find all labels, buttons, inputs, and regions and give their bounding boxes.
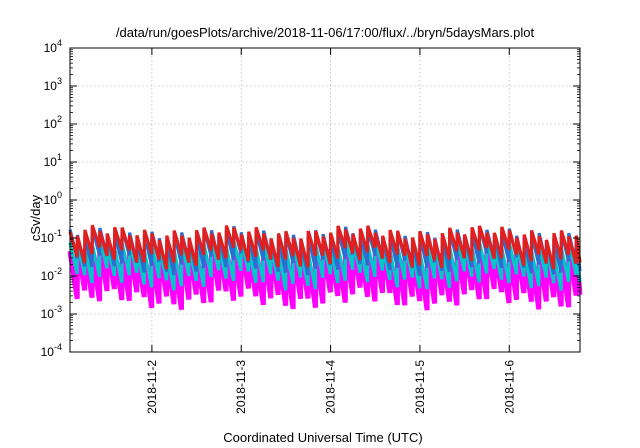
y-tick-label: 10-2 <box>41 266 62 283</box>
y-tick-label: 102 <box>44 114 62 131</box>
chart-title: /data/run/goesPlots/archive/2018-11-06/1… <box>116 25 535 40</box>
x-tick-label: 2018-11-2 <box>145 360 159 414</box>
y-tick-label: 10-3 <box>41 304 62 321</box>
x-tick-label: 2018-11-5 <box>413 360 427 414</box>
axis-ticks: 10-4 10-3 10-2 10-1 100 101 102 103 104 2018-11-2… <box>41 38 580 414</box>
grid-lines <box>70 48 580 352</box>
plot-frame <box>69 47 581 353</box>
y-tick-label: 10-1 <box>41 228 62 245</box>
series-line <box>68 224 582 270</box>
y-tick-label: 100 <box>44 190 62 207</box>
y-tick-label: 101 <box>44 152 62 169</box>
x-tick-label: 2018-11-4 <box>324 360 338 414</box>
y-axis-label: cSv/day <box>28 194 43 241</box>
plot-series <box>67 224 583 311</box>
x-axis-label: Coordinated Universal Time (UTC) <box>223 430 422 445</box>
x-tick-label: 2018-11-6 <box>502 360 516 414</box>
y-tick-label: 10-4 <box>41 342 62 359</box>
y-tick-label: 104 <box>44 38 62 55</box>
x-tick-label: 2018-11-3 <box>234 360 248 414</box>
y-tick-label: 103 <box>44 76 62 93</box>
